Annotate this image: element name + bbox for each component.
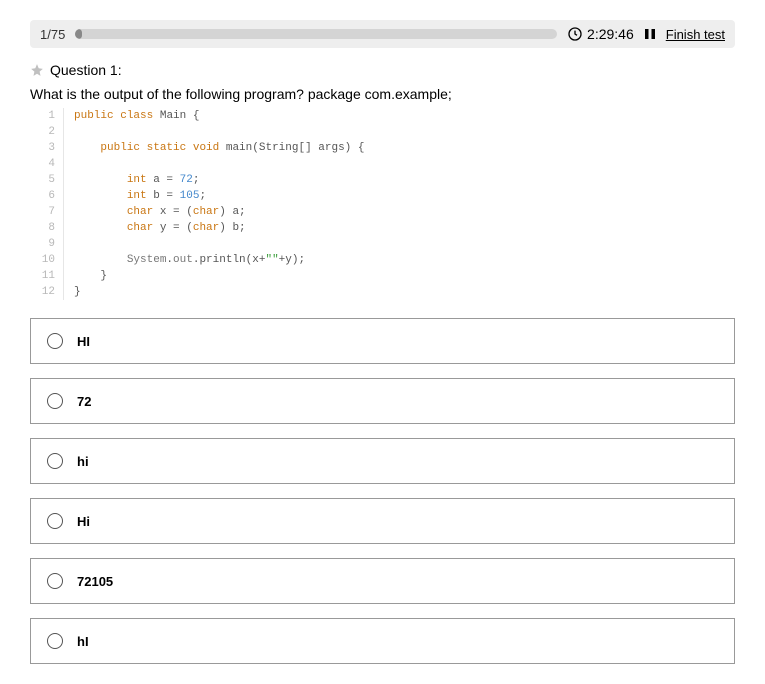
code-line: 10 System.out.println(x+""+y); [40,252,735,268]
line-number: 5 [40,172,64,188]
answer-option[interactable]: Hi [30,498,735,544]
code-line: 12} [40,284,735,300]
answer-option[interactable]: 72105 [30,558,735,604]
code-text: } [74,268,107,284]
timer: 2:29:46 [567,26,634,42]
option-label: hI [77,634,89,649]
star-icon[interactable] [30,63,44,77]
code-text: public class Main { [74,108,199,124]
timer-text: 2:29:46 [587,26,634,42]
line-number: 9 [40,236,64,252]
code-line: 8 char y = (char) b; [40,220,735,236]
radio-icon[interactable] [47,573,63,589]
code-line: 7 char x = (char) a; [40,204,735,220]
finish-test-link[interactable]: Finish test [666,27,725,42]
code-block: 1 public class Main { 23 public static voi… [40,108,735,300]
answer-option[interactable]: hI [30,618,735,664]
progress-fill [75,29,81,39]
answer-option[interactable]: HI [30,318,735,364]
code-line: 6 int b = 105; [40,188,735,204]
line-number: 3 [40,140,64,156]
clock-icon [567,26,583,42]
radio-icon[interactable] [47,513,63,529]
top-bar: 1/75 2:29:46 Finish test [30,20,735,48]
code-line: 3 public static void main(String[] args)… [40,140,735,156]
code-text: public static void main(String[] args) { [74,140,364,156]
option-label: 72 [77,394,91,409]
code-line: 4 [40,156,735,172]
line-number: 8 [40,220,64,236]
radio-icon[interactable] [47,393,63,409]
code-text: } [74,284,81,300]
answer-option[interactable]: hi [30,438,735,484]
progress-bar [75,29,557,39]
line-number: 2 [40,124,64,140]
option-label: Hi [77,514,90,529]
code-line: 11 } [40,268,735,284]
answer-options: HI 72 hi Hi 72105 hI [30,318,735,664]
line-number: 11 [40,268,64,284]
line-number: 7 [40,204,64,220]
line-number: 4 [40,156,64,172]
line-number: 10 [40,252,64,268]
option-label: hi [77,454,89,469]
code-text: char x = (char) a; [74,204,246,220]
radio-icon[interactable] [47,453,63,469]
question-counter: 1/75 [40,27,65,42]
question-header: Question 1: [30,62,735,78]
option-label: HI [77,334,90,349]
pause-icon[interactable] [644,28,656,40]
question-prompt: What is the output of the following prog… [30,86,735,102]
code-text: int a = 72; [74,172,199,188]
line-number: 1 [40,108,64,124]
line-number: 6 [40,188,64,204]
radio-icon[interactable] [47,333,63,349]
line-number: 12 [40,284,64,300]
answer-option[interactable]: 72 [30,378,735,424]
code-text: int b = 105; [74,188,206,204]
code-line: 5 int a = 72; [40,172,735,188]
question-number: Question 1: [50,62,122,78]
code-line: 2 [40,124,735,140]
code-text: char y = (char) b; [74,220,246,236]
option-label: 72105 [77,574,113,589]
code-text: System.out.println(x+""+y); [74,252,305,268]
code-line: 1 public class Main { [40,108,735,124]
radio-icon[interactable] [47,633,63,649]
code-line: 9 [40,236,735,252]
